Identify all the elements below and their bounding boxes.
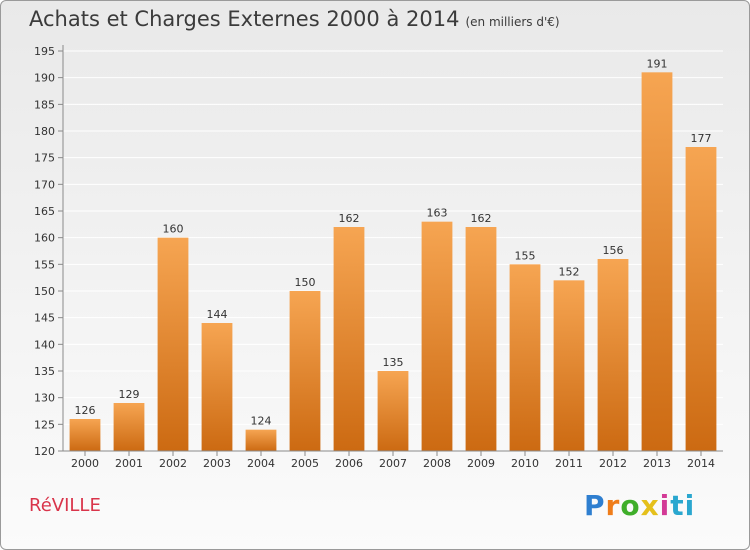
data-label: 144 [207,308,228,321]
bar [201,323,233,451]
data-label: 150 [295,276,316,289]
x-tick-label: 2008 [423,457,451,470]
chart-subtitle: (en milliers d'€) [465,15,560,29]
data-label: 129 [119,388,140,401]
x-tick-label: 2003 [203,457,231,470]
y-tick-label: 195 [34,45,55,58]
bar [597,259,629,451]
y-tick-label: 135 [34,365,55,378]
y-tick-label: 125 [34,418,55,431]
bar [333,227,365,451]
x-tick-label: 2009 [467,457,495,470]
bars: 126 129 160 144 124 150 162 135 163 162 155 152 156 1… [69,57,717,451]
y-tick-label: 180 [34,125,55,138]
x-tick-label: 2014 [687,457,715,470]
logo-letter: i [659,489,671,522]
y-tick-label: 160 [34,232,55,245]
x-tick-label: 2002 [159,457,187,470]
logo-letter: x [640,489,660,522]
x-tick-label: 2001 [115,457,143,470]
logo-letter: ti [670,489,696,522]
y-tick-label: 175 [34,152,55,165]
logo-letter: o [620,489,641,522]
bar [509,264,541,451]
logo-letter: P [584,489,606,522]
data-label: 152 [559,265,580,278]
y-tick-label: 185 [34,98,55,111]
y-tick-label: 170 [34,178,55,191]
logo-letter: r [605,489,621,522]
bar [553,280,585,451]
x-tick-label: 2005 [291,457,319,470]
chart-title: Achats et Charges Externes 2000 à 2014 (e… [29,7,560,31]
data-label: 126 [75,404,96,417]
data-label: 160 [163,223,184,236]
bar [465,227,497,451]
bar [289,291,321,451]
bar [157,237,189,451]
x-tick-label: 2004 [247,457,275,470]
proxiti-logo: Proxiti [584,489,695,522]
data-label: 124 [251,415,272,428]
x-tick-label: 2006 [335,457,363,470]
x-tick-label: 2013 [643,457,671,470]
data-label: 162 [471,212,492,225]
commune-name: RéVILLE [29,495,101,516]
data-label: 163 [427,207,448,220]
bar [245,429,277,451]
x-tick-label: 2012 [599,457,627,470]
data-label: 155 [515,249,536,262]
data-label: 191 [647,57,668,70]
x-tick-label: 2010 [511,457,539,470]
data-label: 162 [339,212,360,225]
y-tick-label: 190 [34,72,55,85]
bar [685,147,717,451]
y-tick-label: 150 [34,285,55,298]
y-tick-label: 155 [34,258,55,271]
y-tick-label: 120 [34,445,55,458]
data-label: 177 [691,132,712,145]
y-tick-label: 140 [34,338,55,351]
chart-title-main: Achats et Charges Externes 2000 à 2014 [29,7,460,31]
x-tick-label: 2011 [555,457,583,470]
data-label: 135 [383,356,404,369]
bar [641,72,673,451]
bar [377,371,409,451]
bar [69,419,101,451]
axes: 120 125 130 135 140 145 150 155 160 165 170 175 180 1… [34,45,723,470]
data-label: 156 [603,244,624,257]
x-tick-label: 2007 [379,457,407,470]
bar [421,221,453,451]
y-tick-label: 130 [34,392,55,405]
y-tick-label: 165 [34,205,55,218]
bar [113,403,145,451]
y-tick-label: 145 [34,312,55,325]
x-tick-label: 2000 [71,457,99,470]
